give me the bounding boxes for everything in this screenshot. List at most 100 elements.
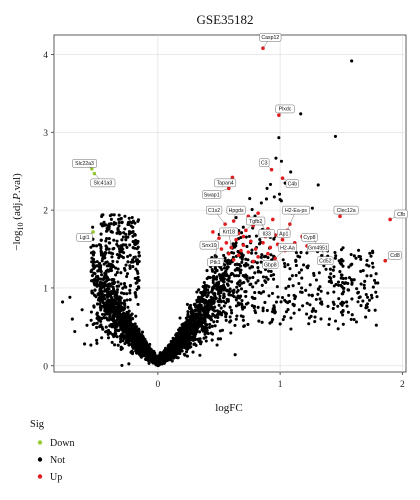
point-not [313,319,317,324]
point-not [252,304,257,308]
point-not [116,228,120,232]
point-not [275,285,279,289]
point-not [128,266,132,270]
point-not [259,201,263,205]
point-not [324,267,328,271]
point-not [241,307,245,311]
point-not [201,321,205,325]
point-not [108,305,112,310]
point-not [124,285,128,289]
point-not [245,244,249,248]
point-not [125,245,129,249]
point-not [333,319,338,323]
point-not [128,253,132,257]
point-not [299,268,303,272]
point-not [112,291,116,295]
point-not [105,260,109,264]
point-not [186,310,190,314]
point-not [332,274,336,278]
point-not [289,327,293,331]
point-not [91,253,95,257]
point-not [261,290,266,294]
point-not [318,285,322,289]
point-not [116,309,120,313]
point-not [327,317,332,321]
point-not [117,213,121,217]
point-not [247,234,251,238]
point-not [207,291,211,295]
point-not [254,251,258,255]
gene-label: Gbp8 [262,260,279,269]
point-not [95,325,99,329]
point-not [130,317,134,321]
point-not [147,361,151,365]
point-not [110,340,114,344]
point-not [187,325,191,329]
point-not [230,311,234,315]
point-not [253,309,257,313]
point-not [238,279,242,283]
point-not [222,277,226,281]
point-not [305,312,309,316]
point-not [169,356,173,360]
point-not [125,292,129,296]
point-up [248,239,253,244]
point-not [134,259,138,263]
point-not [181,334,185,338]
point-not [220,267,224,271]
point-not [101,299,105,303]
point-not [112,278,116,282]
point-not [102,315,106,319]
point-not [174,349,178,353]
point-not [173,338,177,342]
point-not [107,282,111,287]
point-not [186,314,190,318]
point-not [354,320,359,324]
point-not [186,346,190,350]
point-not [68,295,72,299]
point-not [214,283,219,287]
point-not [116,328,120,332]
point-up [231,258,236,262]
gene-label-text: Snx10 [202,243,217,249]
point-not [260,253,264,257]
point-not [134,267,138,271]
point-not [109,251,113,255]
point-not [337,297,341,301]
point-not [304,288,308,292]
point-not [135,337,139,341]
point-not [126,235,130,239]
point-not [168,352,172,357]
point-not [336,283,341,287]
point-not [115,306,119,310]
point-not [273,311,277,315]
point-not [202,336,206,340]
point-not [89,310,93,314]
point-not [272,195,276,199]
point-not [107,247,111,251]
point-not [95,321,99,325]
point-not [255,261,259,265]
point-not [228,320,232,324]
point-not [73,329,77,334]
point-not [93,293,97,297]
point-not [92,271,96,275]
point-not [341,322,345,326]
point-not [228,305,232,309]
point-not [110,230,114,234]
point-not [153,361,157,365]
point-not [371,265,375,269]
point-not [370,296,374,300]
point-not [103,297,107,301]
point-not [242,281,246,285]
point-not [211,312,215,316]
point-not [217,303,221,307]
point-not [125,272,130,276]
point-not [259,291,263,295]
point-not [371,285,375,289]
point-not [227,292,231,296]
point-not [133,325,137,329]
gene-label-text: Plxdc [279,107,292,113]
point-not [115,239,119,243]
